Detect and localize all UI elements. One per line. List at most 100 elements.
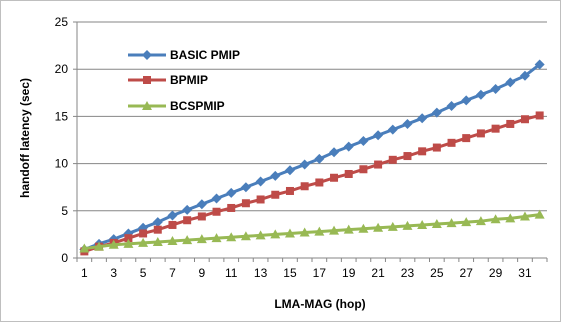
x-tick-label: 1 (81, 266, 88, 280)
data-point (534, 209, 545, 219)
axes (73, 21, 548, 262)
data-point (535, 111, 544, 120)
data-point (300, 182, 309, 191)
data-point (123, 238, 134, 248)
legend-marker (142, 101, 152, 110)
data-point (270, 229, 281, 239)
y-tick-label: 15 (55, 109, 69, 123)
data-point (299, 227, 310, 237)
legend-label: BASIC PMIP (170, 48, 240, 62)
x-tick-label: 31 (518, 266, 532, 280)
data-point (212, 207, 221, 216)
data-point (358, 135, 369, 146)
data-point (417, 219, 428, 229)
data-point (519, 70, 530, 81)
data-point (506, 119, 515, 128)
data-point (359, 165, 368, 174)
x-tick-label: 15 (283, 266, 297, 280)
y-tick-label: 25 (55, 15, 69, 29)
data-point (241, 199, 250, 208)
data-point (461, 95, 472, 106)
x-tick-label: 5 (140, 266, 147, 280)
legend-item: BPMIP (128, 73, 208, 87)
x-tick-label: 17 (313, 266, 327, 280)
data-point (284, 228, 295, 238)
y-tick-label: 10 (55, 157, 69, 171)
data-point (227, 203, 236, 212)
data-point (167, 210, 178, 221)
x-tick-label: 9 (199, 266, 206, 280)
data-point (314, 226, 325, 236)
data-point (196, 234, 207, 244)
data-point (418, 147, 427, 156)
data-point (79, 243, 90, 253)
data-point (152, 236, 163, 246)
data-point (387, 221, 398, 231)
data-point (431, 107, 442, 118)
data-point (505, 77, 516, 88)
series-bcspmip (79, 209, 545, 253)
x-tick-label: 25 (430, 266, 444, 280)
data-point (431, 219, 442, 229)
y-tick-label: 0 (61, 251, 68, 265)
data-point (168, 220, 177, 229)
series-bpmip (80, 111, 544, 256)
data-point (255, 230, 266, 240)
data-point (240, 182, 251, 193)
series-layer (79, 59, 545, 256)
data-point (270, 170, 281, 181)
data-point (226, 232, 237, 242)
legend: BASIC PMIP BPMIP BCSPMIP (128, 48, 240, 113)
series-basic-pmip (79, 59, 545, 255)
x-axis-label: LMA-MAG (hop) (274, 297, 365, 311)
data-point (226, 187, 237, 198)
gridlines (77, 21, 547, 212)
data-point (196, 199, 207, 210)
data-point (299, 159, 310, 170)
data-point (403, 152, 412, 161)
legend-item: BASIC PMIP (128, 48, 240, 62)
data-point (475, 216, 486, 226)
data-point (520, 115, 529, 124)
data-point (152, 217, 163, 228)
data-point (153, 225, 162, 234)
x-tick-label: 3 (110, 266, 117, 280)
data-point (344, 169, 353, 178)
data-point (197, 212, 206, 221)
x-tick-label: 23 (401, 266, 415, 280)
data-point (139, 229, 148, 238)
data-point (388, 155, 397, 164)
data-point (417, 113, 428, 124)
data-point (94, 241, 105, 251)
x-tick-label: 29 (489, 266, 503, 280)
data-point (271, 190, 280, 199)
x-tick-label: 7 (169, 266, 176, 280)
data-point (505, 213, 516, 223)
data-point (211, 233, 222, 243)
data-point (314, 153, 325, 164)
data-point (402, 220, 413, 230)
data-point (402, 118, 413, 129)
data-point (490, 214, 501, 224)
data-point (387, 124, 398, 135)
data-point (432, 143, 441, 152)
data-point (343, 224, 354, 234)
data-point (461, 217, 472, 227)
x-tick-label: 21 (371, 266, 385, 280)
data-point (182, 204, 193, 215)
data-point (373, 222, 384, 232)
x-tick-label: 19 (342, 266, 356, 280)
data-point (476, 129, 485, 138)
data-point (167, 236, 178, 246)
data-point (108, 239, 119, 249)
data-point (446, 218, 457, 228)
legend-item: BCSPMIP (128, 99, 225, 113)
data-point (373, 130, 384, 141)
data-point (490, 84, 501, 95)
data-point (475, 89, 486, 100)
data-point (462, 134, 471, 143)
data-point (330, 173, 339, 182)
data-point (182, 235, 193, 245)
